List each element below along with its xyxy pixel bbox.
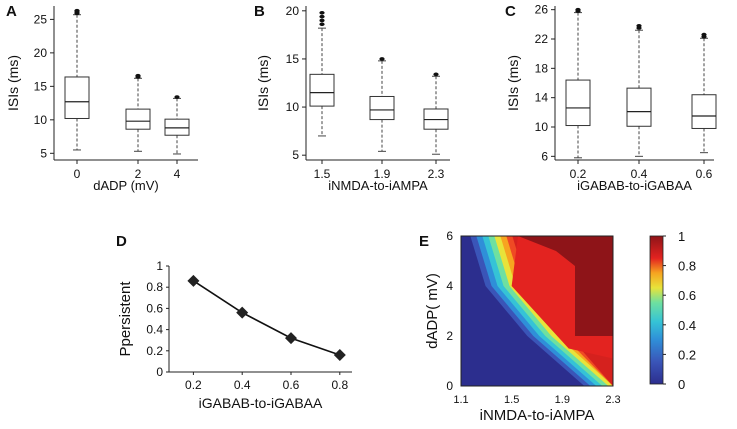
y-tick-label: 4 xyxy=(446,279,453,293)
outlier-point xyxy=(135,73,141,78)
panel-c: C 6 10 14 18 22 26 0.2 0.4 0.6 iGABAB-to-iGABAA ISI… xyxy=(505,3,717,193)
colorbar-tick-label: 0 xyxy=(678,377,685,392)
colorbar xyxy=(649,235,664,385)
outlier-point xyxy=(433,72,439,77)
x-tick-label: 4 xyxy=(174,167,181,181)
y-axis-title: ISIs (ms) xyxy=(505,55,521,111)
panel-label: E xyxy=(419,233,429,250)
colorbar-tick-label: 0.2 xyxy=(678,347,696,362)
colorbar-tick-label: 1 xyxy=(678,229,685,244)
panel-a: A 5 10 15 20 25 0 2 4 dADP (mV) ISIs (ms) xyxy=(5,3,198,193)
y-tick-label: 10 xyxy=(34,113,48,127)
x-tick-label: 0.2 xyxy=(570,167,587,181)
y-tick-label: 5 xyxy=(40,146,47,160)
y-tick-label: 22 xyxy=(535,32,549,46)
x-axis-title: iGABAB-to-iGABAA xyxy=(577,178,692,193)
y-axis-title: dADP( mV) xyxy=(424,273,441,349)
x-tick-label: 1.5 xyxy=(504,394,519,406)
heatmap-frame xyxy=(460,235,614,387)
outlier-point xyxy=(379,57,385,61)
outlier-point xyxy=(636,24,642,28)
box xyxy=(565,79,591,127)
y-tick-label: 14 xyxy=(535,91,549,105)
panel-d: D 0 0.2 0.4 0.6 0.8 1 0.2 0.4 0.6 0.8 iGABAB-to-iGA… xyxy=(116,233,352,411)
data-point-diamond xyxy=(285,332,297,345)
outlier-point xyxy=(174,95,180,99)
data-point-diamond xyxy=(333,349,346,362)
panel-label: C xyxy=(505,3,516,20)
box xyxy=(64,76,90,119)
outlier-point xyxy=(319,22,325,27)
y-tick-label: 10 xyxy=(286,100,300,114)
x-axis-title: dADP (mV) xyxy=(93,178,159,193)
panel-label: A xyxy=(6,3,17,20)
y-tick-label: 6 xyxy=(446,229,453,243)
panel-e: E 0 2 4 6 1.1 1.5 1.9 2.3 iNMDA-to-iAMPA dADP( mV)… xyxy=(419,229,696,424)
y-tick-label: 6 xyxy=(541,149,548,163)
data-point-diamond xyxy=(236,306,249,319)
data-point-diamond xyxy=(187,274,200,287)
outlier-point xyxy=(319,18,325,23)
x-tick-label: 1.1 xyxy=(453,394,468,406)
y-tick-label: 5 xyxy=(292,148,299,162)
x-tick-label: 0.6 xyxy=(283,378,300,392)
box xyxy=(369,95,395,121)
x-tick-label: 1.9 xyxy=(374,167,391,181)
colorbar-tick-label: 0.8 xyxy=(678,259,696,274)
y-tick-label: 0 xyxy=(156,365,163,379)
y-tick-label: 0.6 xyxy=(146,301,163,315)
y-tick-label: 10 xyxy=(535,120,549,134)
outlier-point xyxy=(74,8,80,13)
y-tick-label: 25 xyxy=(34,12,48,26)
y-tick-label: 20 xyxy=(286,4,300,18)
outlier-point xyxy=(319,10,325,15)
x-axis-title: iNMDA-to-iAMPA xyxy=(480,407,595,424)
x-tick-label: 0.6 xyxy=(696,167,713,181)
y-tick-label: 26 xyxy=(535,3,549,17)
y-axis-title: Ppersistent xyxy=(117,281,134,357)
heatmap-region-max xyxy=(518,236,613,336)
y-tick-label: 0.4 xyxy=(146,323,163,337)
series-line xyxy=(192,280,341,356)
y-tick-label: 0.2 xyxy=(146,344,163,358)
y-tick-label: 2 xyxy=(446,329,453,343)
y-tick-label: 0 xyxy=(446,379,453,393)
x-tick-label: 2.3 xyxy=(605,394,620,406)
panel-label: D xyxy=(116,233,127,250)
box xyxy=(164,118,190,136)
outlier-point xyxy=(701,32,707,37)
x-tick-label: 0.8 xyxy=(331,378,348,392)
y-tick-label: 15 xyxy=(286,52,300,66)
x-tick-label: 0.4 xyxy=(234,378,251,392)
y-tick-label: 15 xyxy=(34,79,48,93)
x-tick-label: 1.5 xyxy=(314,167,331,181)
colorbar-tick-label: 0.6 xyxy=(678,288,696,303)
panel-label: B xyxy=(254,3,265,20)
x-tick-label: 0 xyxy=(74,167,81,181)
x-tick-label: 0.2 xyxy=(185,378,202,392)
y-tick-label: 20 xyxy=(34,46,48,60)
x-axis-title: iNMDA-to-iAMPA xyxy=(328,178,428,193)
box xyxy=(125,108,151,130)
colorbar-tick-label: 0.4 xyxy=(678,318,696,333)
y-axis-title: ISIs (ms) xyxy=(5,55,21,111)
y-tick-label: 18 xyxy=(535,61,549,75)
box xyxy=(626,87,652,127)
y-tick-label: 1 xyxy=(156,259,163,273)
y-axis-title: ISIs (ms) xyxy=(255,55,271,111)
box xyxy=(309,73,335,107)
x-axis-title: iGABAB-to-iGABAA xyxy=(199,395,323,411)
box xyxy=(691,94,717,129)
outlier-point xyxy=(319,14,325,19)
x-tick-label: 2.3 xyxy=(428,167,445,181)
outlier-point xyxy=(575,7,581,12)
x-tick-label: 1.9 xyxy=(555,394,570,406)
x-tick-label: 2 xyxy=(135,167,142,181)
x-tick-label: 0.4 xyxy=(631,167,648,181)
y-tick-label: 0.8 xyxy=(146,280,163,294)
